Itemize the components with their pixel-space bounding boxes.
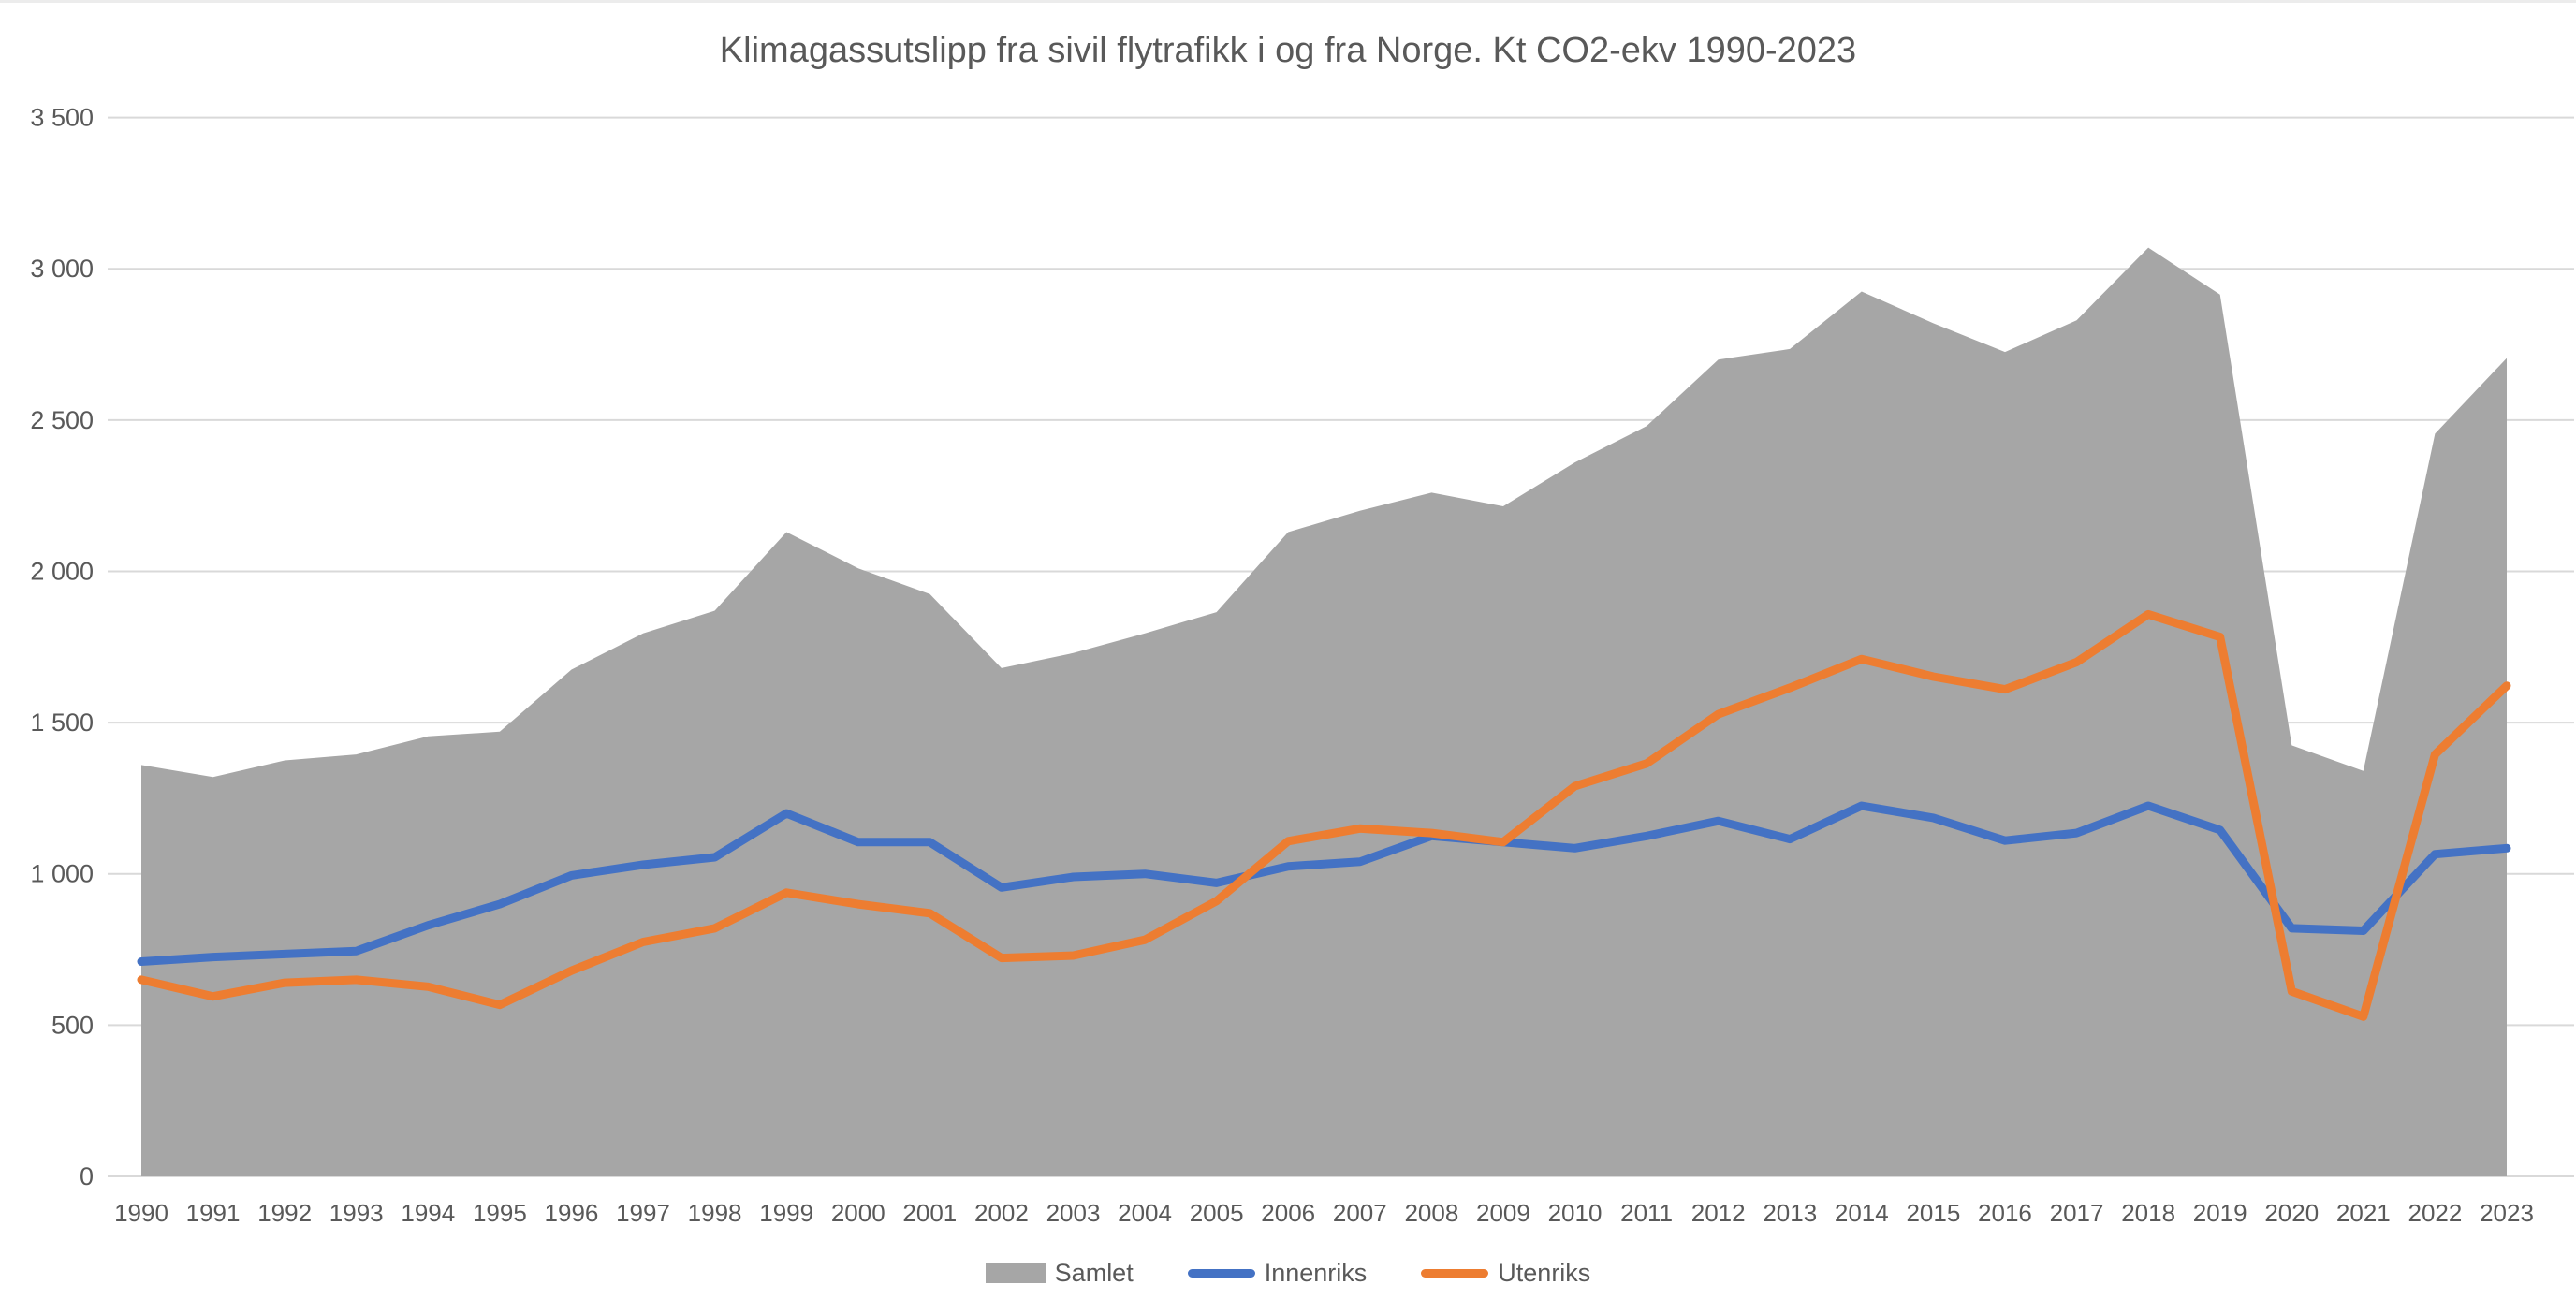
y-axis-tick-label: 1 000 [30,860,94,888]
x-axis-year-label: 2022 [2408,1199,2463,1227]
x-axis-year-label: 2023 [2480,1199,2534,1227]
x-axis-year-label: 1993 [329,1199,384,1227]
innenriks-line [137,801,2511,966]
chart-title: Klimagassutslipp fra sivil flytrafikk i … [719,31,1857,70]
legend-item-samlet: Samlet [985,1259,1134,1288]
x-axis-year-label: 2016 [1978,1199,2032,1227]
x-axis-year-label: 1991 [186,1199,241,1227]
x-axis-year-label: 2018 [2121,1199,2175,1227]
legend-item-innenriks: Innenriks [1187,1259,1368,1288]
x-axis-year-label: 2010 [1548,1199,1603,1227]
x-axis-year-label: 2014 [1835,1199,1889,1227]
x-axis-year-label: 2006 [1261,1199,1315,1227]
samlet-area [141,247,2507,1177]
x-axis-year-label: 1998 [688,1199,742,1227]
legend-item-utenriks: Utenriks [1421,1259,1590,1288]
x-axis-year-label: 1995 [473,1199,527,1227]
x-axis-year-label: 1994 [401,1199,455,1227]
x-axis-year-label: 1999 [759,1199,813,1227]
utenriks-line [137,609,2511,1021]
utenriks-line-swatch-icon [1421,1269,1489,1278]
innenriks-line-swatch-icon [1187,1269,1255,1278]
legend-label-innenriks: Innenriks [1264,1259,1368,1287]
x-axis-year-label: 1992 [257,1199,312,1227]
y-axis-tick-label: 2 000 [30,557,94,585]
y-axis-tick-label: 500 [51,1011,94,1039]
x-axis-year-label: 2021 [2336,1199,2391,1227]
chart-legend: Samlet Innenriks Utenriks [0,1259,2576,1288]
x-axis-year-label: 2019 [2193,1199,2247,1227]
x-axis-year-label: 2012 [1691,1199,1746,1227]
x-axis-year-label: 1990 [114,1199,168,1227]
x-axis-year-label: 2004 [1118,1199,1172,1227]
y-axis-tick-label: 0 [80,1162,94,1190]
legend-label-samlet: Samlet [1054,1259,1134,1287]
x-axis-year-label: 2009 [1476,1199,1530,1227]
y-axis-tick-label: 2 500 [30,406,94,434]
y-axis-tick-label: 1 500 [30,708,94,737]
x-axis-year-label: 2003 [1046,1199,1101,1227]
x-axis-year-label: 2007 [1333,1199,1387,1227]
x-axis-year-label: 2017 [2050,1199,2104,1227]
x-axis-year-label: 1997 [616,1199,670,1227]
x-axis-year-label: 1996 [545,1199,599,1227]
x-axis-year-label: 2011 [1620,1199,1673,1227]
x-axis-year-label: 2001 [902,1199,957,1227]
x-axis-year-label: 2000 [831,1199,886,1227]
x-axis-year-label: 2008 [1404,1199,1458,1227]
x-axis-year-label: 2002 [974,1199,1029,1227]
x-axis-year-label: 2015 [1906,1199,1960,1227]
samlet-area-swatch-icon [985,1263,1046,1283]
legend-label-utenriks: Utenriks [1498,1259,1591,1287]
x-axis-year-label: 2013 [1763,1199,1817,1227]
x-axis-year-label: 2005 [1190,1199,1244,1227]
x-axis-year-label: 2020 [2264,1199,2319,1227]
emissions-chart-svg: 0 500 1 000 1 500 2 000 2 500 3 000 3 500 1990 19… [30,104,2574,1227]
y-axis-tick-label: 3 000 [30,255,94,283]
y-axis-tick-label: 3 500 [30,104,94,132]
